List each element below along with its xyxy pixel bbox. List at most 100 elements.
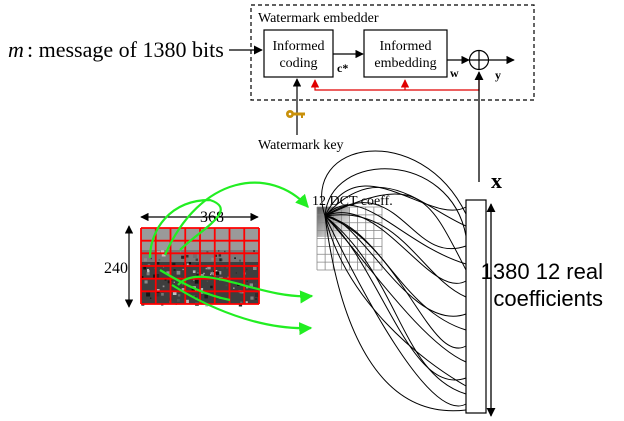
image-texture — [254, 282, 257, 285]
mapping-curve — [324, 215, 467, 363]
image-texture — [143, 266, 147, 270]
image-texture — [186, 263, 189, 266]
informed-coding-box — [263, 29, 334, 78]
image-texture — [160, 250, 165, 254]
c-star-label: c* — [337, 61, 348, 75]
embedder-title: Watermark embedder — [258, 11, 379, 26]
block-mapping-arrows — [148, 181, 314, 336]
image-texture — [149, 258, 151, 260]
image-texture — [166, 271, 170, 275]
image-texture — [226, 267, 228, 269]
image-texture — [181, 255, 185, 259]
image-texture — [215, 270, 218, 272]
coding-line2: coding — [279, 56, 317, 71]
image-texture — [207, 266, 211, 270]
image-texture — [214, 254, 217, 257]
message-var: m — [8, 37, 24, 62]
image-texture — [150, 297, 152, 299]
green-arrow — [171, 284, 313, 336]
image-texture — [144, 280, 148, 284]
image-texture — [225, 284, 228, 287]
embedder-box — [250, 4, 535, 101]
image-texture — [195, 258, 198, 261]
image-texture — [197, 272, 199, 274]
image-texture — [182, 268, 184, 271]
image-texture — [234, 257, 236, 259]
green-arrow — [163, 181, 309, 256]
mapping-curve — [321, 150, 467, 217]
embedding-line1: Informed — [379, 39, 431, 54]
image-texture — [235, 272, 237, 274]
embedding-line2: embedding — [374, 56, 436, 71]
image-texture — [181, 284, 183, 286]
image-texture — [173, 269, 176, 271]
image-texture — [206, 251, 209, 254]
image-texture — [245, 268, 248, 271]
image-texture — [253, 250, 255, 252]
image-texture — [191, 287, 195, 292]
image-texture — [147, 269, 150, 273]
image-texture — [176, 270, 181, 275]
image-texture — [193, 279, 195, 281]
image-texture — [162, 285, 165, 288]
image-texture — [218, 271, 222, 275]
image-texture — [210, 285, 213, 289]
image-texture — [211, 257, 215, 261]
mapping-curve — [324, 204, 467, 265]
image-texture — [156, 250, 160, 254]
image-texture — [218, 250, 220, 252]
image-texture — [161, 293, 164, 296]
image-texture — [172, 262, 176, 266]
image-texture — [190, 279, 194, 283]
image-texture — [188, 262, 191, 265]
green-loop — [148, 198, 222, 259]
image-texture — [240, 301, 243, 304]
image-texture — [215, 271, 220, 275]
key-icon — [286, 110, 305, 118]
image-texture — [218, 254, 222, 257]
image-texture — [204, 294, 208, 299]
mapping-curve — [324, 185, 467, 217]
block-image — [140, 227, 260, 307]
w-label: w — [450, 66, 459, 80]
image-texture — [181, 288, 185, 291]
image-texture — [193, 254, 197, 258]
image-texture — [157, 262, 160, 265]
green-arrow — [177, 275, 314, 304]
mapping-curve — [324, 168, 467, 237]
image-texture — [239, 259, 241, 262]
image-texture — [146, 292, 151, 297]
mapping-curve — [324, 215, 467, 407]
coefficients-line2: coefficients — [493, 286, 603, 311]
image-texture — [185, 299, 189, 304]
mapping-curve — [324, 193, 467, 271]
image-texture — [177, 294, 181, 297]
mapping-curve — [324, 215, 467, 395]
image-texture — [147, 269, 149, 271]
image-texture — [246, 280, 248, 282]
mapping-curve — [324, 215, 467, 349]
image-texture — [218, 258, 222, 262]
image-texture — [255, 298, 257, 300]
image-texture — [253, 266, 257, 270]
image-texture — [143, 258, 147, 262]
mapping-curve — [324, 215, 467, 387]
y-label: y — [495, 68, 501, 82]
image-texture — [203, 272, 205, 275]
image-texture — [199, 288, 204, 292]
informed-embedding-box — [363, 29, 448, 78]
image-texture — [210, 273, 212, 276]
watermark-key-label: Watermark key — [258, 138, 344, 153]
image-texture — [220, 266, 224, 270]
coefficient-vector — [465, 199, 487, 414]
image-texture — [172, 291, 177, 295]
image-texture — [196, 273, 199, 276]
image-texture — [205, 267, 208, 270]
image-texture — [185, 254, 189, 258]
mapping-curve — [324, 215, 467, 412]
image-texture — [161, 252, 166, 257]
mapping-curve — [324, 212, 467, 284]
image-texture — [163, 266, 165, 268]
coding-line1: Informed — [272, 39, 324, 54]
